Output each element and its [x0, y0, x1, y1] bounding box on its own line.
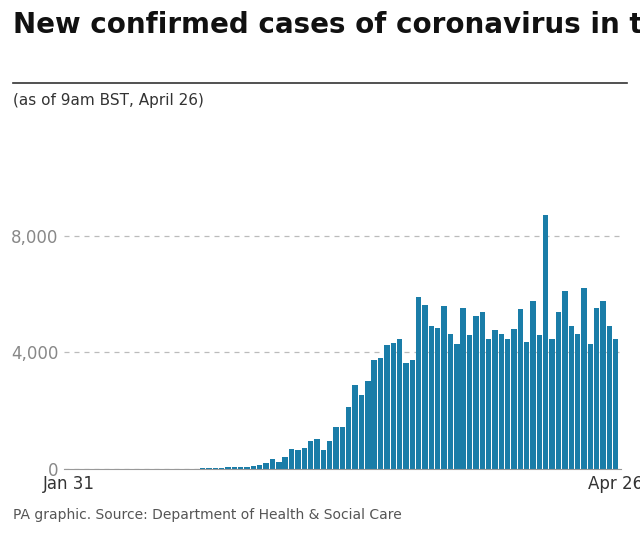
Bar: [416, 297, 421, 469]
Bar: [365, 381, 371, 469]
Bar: [225, 467, 230, 469]
Bar: [454, 344, 460, 469]
Bar: [321, 450, 326, 469]
Bar: [492, 329, 498, 469]
Bar: [581, 288, 587, 469]
Bar: [264, 463, 269, 469]
Bar: [212, 467, 218, 469]
Bar: [206, 468, 212, 469]
Bar: [346, 407, 351, 469]
Bar: [460, 308, 466, 469]
Bar: [473, 317, 479, 469]
Bar: [301, 448, 307, 469]
Bar: [308, 441, 314, 469]
Bar: [429, 326, 434, 469]
Bar: [448, 334, 453, 469]
Bar: [518, 309, 523, 469]
Text: New confirmed cases of coronavirus in the UK: New confirmed cases of coronavirus in th…: [13, 11, 640, 39]
Bar: [486, 339, 492, 469]
Bar: [442, 306, 447, 469]
Bar: [422, 305, 428, 469]
Bar: [556, 312, 561, 469]
Bar: [467, 335, 472, 469]
Bar: [282, 457, 288, 469]
Bar: [403, 363, 409, 469]
Bar: [359, 395, 364, 469]
Bar: [511, 329, 516, 469]
Bar: [505, 339, 510, 469]
Bar: [232, 467, 237, 469]
Bar: [276, 462, 282, 469]
Bar: [200, 467, 205, 469]
Bar: [219, 468, 225, 469]
Bar: [244, 467, 250, 469]
Bar: [588, 344, 593, 469]
Bar: [594, 308, 599, 469]
Bar: [479, 312, 485, 469]
Bar: [410, 360, 415, 469]
Bar: [562, 291, 568, 469]
Bar: [295, 450, 301, 469]
Bar: [575, 334, 580, 469]
Bar: [384, 345, 390, 469]
Text: PA graphic. Source: Department of Health & Social Care: PA graphic. Source: Department of Health…: [13, 508, 401, 522]
Bar: [600, 301, 605, 469]
Bar: [537, 335, 542, 469]
Text: (as of 9am BST, April 26): (as of 9am BST, April 26): [13, 93, 204, 108]
Bar: [238, 467, 243, 469]
Bar: [378, 358, 383, 469]
Bar: [435, 328, 440, 469]
Bar: [543, 215, 548, 469]
Bar: [270, 459, 275, 469]
Bar: [550, 339, 555, 469]
Bar: [353, 385, 358, 469]
Bar: [613, 339, 618, 469]
Bar: [390, 343, 396, 469]
Bar: [531, 301, 536, 469]
Bar: [499, 334, 504, 469]
Bar: [607, 326, 612, 469]
Bar: [257, 465, 262, 469]
Bar: [524, 342, 529, 469]
Bar: [397, 339, 403, 469]
Bar: [333, 427, 339, 469]
Bar: [314, 439, 319, 469]
Bar: [251, 466, 256, 469]
Bar: [327, 441, 332, 469]
Bar: [340, 427, 345, 469]
Bar: [568, 326, 574, 469]
Bar: [371, 360, 377, 469]
Bar: [289, 449, 294, 469]
